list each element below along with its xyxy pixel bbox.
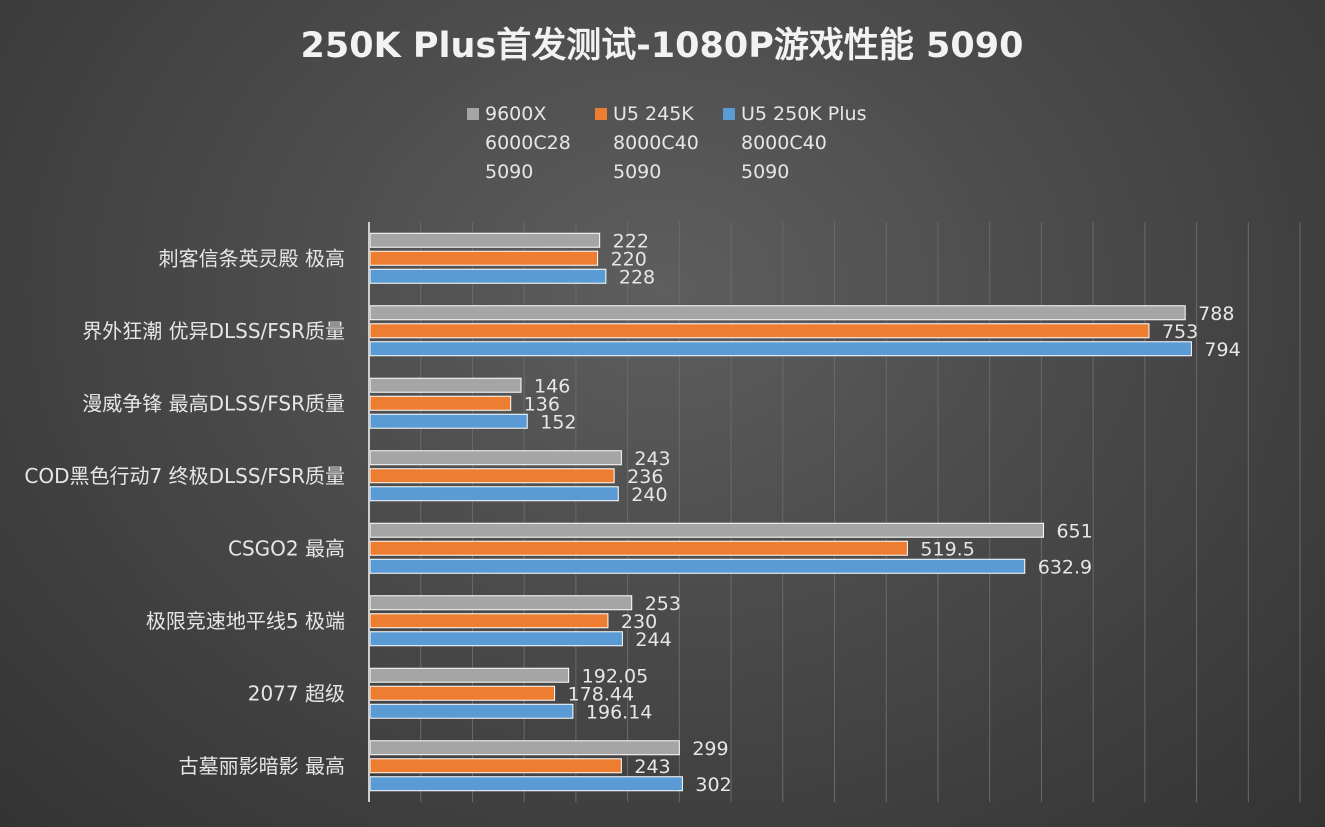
legend-label: 5090 (613, 161, 661, 183)
bar (369, 522, 1044, 538)
bar (369, 631, 623, 647)
legend-item: U5 250K Plus 8000C40 5090 (723, 103, 866, 183)
bar (369, 558, 1026, 574)
chart-title: 250K Plus首发测试-1080P游戏性能 5090 (301, 26, 1024, 66)
bar (369, 758, 622, 774)
category-label: 2077 超级 (248, 681, 345, 705)
data-label: 230 (621, 611, 657, 633)
bar (369, 703, 574, 719)
data-label: 228 (619, 266, 655, 288)
data-label: 243 (634, 448, 670, 470)
data-label: 152 (540, 411, 576, 433)
bar (369, 740, 680, 756)
bar (369, 540, 908, 556)
data-label: 243 (634, 756, 670, 778)
data-label: 302 (695, 774, 731, 796)
category-label: 刺客信条英灵殿 极高 (159, 246, 345, 270)
legend-swatch (595, 108, 607, 120)
data-label: 794 (1204, 339, 1240, 361)
legend-label: 8000C40 (613, 132, 699, 154)
data-label: 196.14 (586, 701, 652, 723)
legend-item: 9600X 6000C28 5090 (467, 103, 571, 183)
bar (369, 232, 601, 248)
bar (369, 468, 615, 484)
bar (369, 250, 599, 266)
data-label: 244 (635, 629, 671, 651)
data-label: 299 (692, 738, 728, 760)
bar (369, 395, 512, 411)
bar (369, 667, 570, 683)
data-label: 519.5 (920, 538, 974, 560)
legend-label: U5 250K Plus (741, 103, 866, 125)
data-label: 253 (645, 593, 681, 615)
value-labels: 2222202287887537941461361522432362406515… (524, 230, 1241, 796)
bar (369, 377, 522, 393)
data-label: 651 (1056, 520, 1092, 542)
bar (369, 595, 633, 611)
legend-label: U5 245K (613, 103, 694, 125)
bar (369, 413, 528, 429)
bar (369, 776, 683, 792)
data-label: 220 (611, 248, 647, 270)
bar (369, 268, 607, 284)
bar (369, 486, 619, 502)
bar (369, 685, 556, 701)
legend-label: 8000C40 (741, 132, 827, 154)
category-label: COD黑色行动7 终极DLSS/FSR质量 (24, 464, 345, 488)
bars (369, 232, 1192, 792)
bar (369, 323, 1150, 339)
legend-label: 9600X (485, 103, 546, 125)
category-label: 古墓丽影暗影 最高 (179, 754, 345, 778)
bar (369, 450, 622, 466)
data-label: 632.9 (1038, 556, 1092, 578)
data-label: 236 (627, 466, 663, 488)
category-label: CSGO2 最高 (228, 536, 345, 560)
legend-label: 5090 (741, 161, 789, 183)
data-label: 753 (1162, 321, 1198, 343)
legend-label: 5090 (485, 161, 533, 183)
data-label: 788 (1198, 303, 1234, 325)
data-label: 240 (631, 484, 667, 506)
data-label: 178.44 (568, 683, 634, 705)
bar (369, 613, 609, 629)
bar (369, 341, 1192, 357)
category-label: 极限竞速地平线5 极端 (146, 609, 345, 633)
data-label: 146 (534, 375, 570, 397)
data-label: 192.05 (582, 665, 648, 687)
legend-swatch (467, 108, 479, 120)
legend-label: 6000C28 (485, 132, 571, 154)
category-label: 漫威争锋 最高DLSS/FSR质量 (82, 391, 345, 415)
category-label: 界外狂潮 优异DLSS/FSR质量 (82, 319, 345, 343)
data-label: 136 (524, 393, 560, 415)
legend-swatch (723, 108, 735, 120)
bar (369, 305, 1186, 321)
legend-item: U5 245K 8000C40 5090 (595, 103, 699, 183)
data-label: 222 (613, 230, 649, 252)
